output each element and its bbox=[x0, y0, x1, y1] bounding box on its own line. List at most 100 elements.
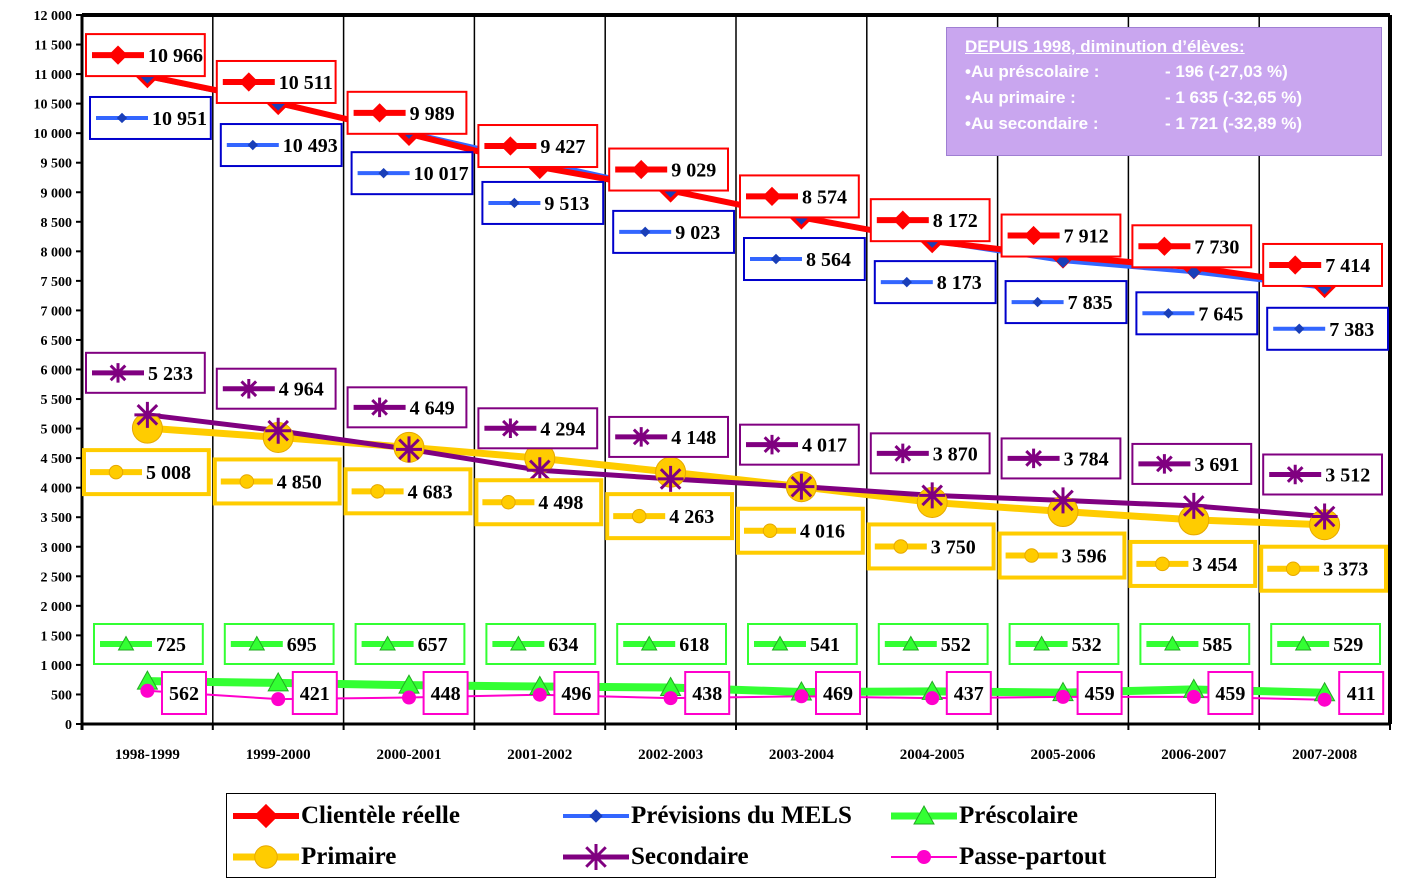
note-value: - 1 635 (-32,65 %) bbox=[1165, 88, 1303, 107]
data-label: 9 023 bbox=[675, 222, 720, 244]
data-label: 469 bbox=[823, 683, 853, 705]
data-point bbox=[396, 436, 422, 463]
series-line bbox=[147, 412, 1325, 519]
note-value: - 1 721 (-32,89 %) bbox=[1165, 114, 1303, 133]
data-label-box: 9 023 bbox=[612, 209, 736, 254]
data-point bbox=[1311, 503, 1338, 530]
y-tick-label: 8 500 bbox=[41, 216, 73, 231]
x-tick-label: 1999-2000 bbox=[246, 747, 311, 763]
data-label: 9 427 bbox=[540, 136, 585, 158]
data-label-box: 4 263 bbox=[605, 492, 735, 541]
y-tick-label: 9 000 bbox=[41, 186, 73, 201]
data-label-box: 9 029 bbox=[608, 147, 730, 192]
data-point bbox=[1180, 492, 1207, 519]
legend-label: Préscolaire bbox=[959, 802, 1078, 829]
data-point bbox=[1056, 254, 1070, 268]
data-point bbox=[919, 482, 946, 509]
data-label-box: 7 912 bbox=[1000, 213, 1122, 258]
data-point bbox=[134, 401, 161, 428]
data-label: 438 bbox=[692, 683, 722, 705]
data-label: 4 850 bbox=[277, 471, 322, 493]
data-point bbox=[402, 690, 416, 705]
data-label-box: 459 bbox=[1076, 671, 1123, 715]
legend-item-primaire: Primaire bbox=[231, 839, 396, 875]
data-label-box: 3 512 bbox=[1262, 453, 1383, 496]
data-label: 10 017 bbox=[414, 163, 469, 185]
data-label: 421 bbox=[300, 683, 330, 705]
data-label-box: 695 bbox=[223, 623, 335, 665]
data-point bbox=[1056, 689, 1070, 704]
data-label-box: 4 649 bbox=[346, 386, 468, 429]
data-label-box: 459 bbox=[1207, 671, 1254, 715]
data-label: 585 bbox=[1202, 634, 1232, 656]
y-tick-label: 5 500 bbox=[41, 393, 73, 408]
data-point bbox=[788, 473, 815, 500]
legend-swatch bbox=[891, 804, 957, 825]
note-label: •Au préscolaire : bbox=[965, 62, 1100, 81]
y-tick-label: 5 000 bbox=[41, 423, 73, 438]
data-point bbox=[1187, 265, 1201, 280]
data-label-box: 7 645 bbox=[1135, 291, 1259, 336]
data-label: 10 511 bbox=[279, 72, 333, 94]
note-value: - 196 (-27,03 %) bbox=[1165, 62, 1288, 81]
data-label: 4 016 bbox=[800, 521, 845, 543]
data-label: 552 bbox=[941, 634, 971, 656]
data-label: 5 233 bbox=[148, 363, 193, 385]
data-label-box: 8 574 bbox=[739, 174, 860, 219]
data-label-box: 8 564 bbox=[743, 237, 866, 282]
data-label-box: 438 bbox=[684, 671, 731, 715]
data-label-box: 7 835 bbox=[1004, 280, 1128, 325]
y-tick-label: 1 500 bbox=[41, 629, 73, 644]
data-point bbox=[1317, 692, 1332, 707]
data-label: 3 373 bbox=[1323, 559, 1368, 581]
data-label-box: 3 454 bbox=[1128, 539, 1258, 588]
y-axis: 0 500 1 000 1 500 2 000 2 500 3 000 3 500 4 000 4… bbox=[34, 9, 84, 733]
data-label-box: 8 172 bbox=[869, 198, 991, 243]
y-tick-label: 3 500 bbox=[41, 511, 73, 526]
y-tick-label: 11 000 bbox=[34, 68, 72, 83]
data-label: 3 750 bbox=[931, 536, 976, 558]
data-label: 634 bbox=[548, 634, 578, 656]
data-label-box: 10 951 bbox=[89, 95, 212, 140]
y-tick-label: 4 000 bbox=[41, 482, 73, 497]
data-point bbox=[140, 683, 155, 698]
legend-item-clientele-reelle: Clientèle réelle bbox=[231, 798, 460, 834]
data-label: 3 454 bbox=[1192, 554, 1237, 576]
y-tick-label: 7 000 bbox=[41, 304, 73, 319]
data-label: 9 513 bbox=[544, 193, 589, 215]
legend-item-passe-partout: Passe-partout bbox=[889, 839, 1106, 875]
data-point bbox=[794, 689, 809, 704]
legend-swatch bbox=[233, 845, 299, 869]
y-tick-label: 0 bbox=[65, 718, 72, 733]
data-label-box: 552 bbox=[877, 623, 989, 665]
data-label: 8 574 bbox=[802, 186, 847, 208]
data-label: 10 966 bbox=[148, 45, 203, 67]
data-label: 7 912 bbox=[1064, 226, 1109, 248]
data-label: 562 bbox=[169, 683, 199, 705]
data-label-box: 10 966 bbox=[85, 33, 206, 78]
legend-item-previsions-mels: Prévisions du MELS bbox=[561, 798, 852, 834]
y-tick-label: 2 500 bbox=[41, 570, 73, 585]
data-label-box: 8 173 bbox=[873, 260, 997, 305]
data-label: 496 bbox=[561, 683, 591, 705]
data-label-box: 411 bbox=[1338, 671, 1385, 715]
data-label: 657 bbox=[418, 634, 448, 656]
data-label: 8 172 bbox=[933, 210, 978, 232]
data-label-box: 725 bbox=[93, 623, 204, 665]
data-label: 4 649 bbox=[410, 397, 455, 419]
plot-frame bbox=[82, 13, 1392, 724]
x-tick-label: 2001-2002 bbox=[507, 747, 572, 763]
data-label-box: 4 016 bbox=[736, 506, 865, 555]
x-tick-label: 2002-2003 bbox=[638, 747, 703, 763]
y-tick-label: 6 000 bbox=[41, 364, 73, 379]
y-tick-label: 9 500 bbox=[41, 157, 73, 172]
data-label-box: 4 148 bbox=[608, 415, 730, 458]
data-label: 10 493 bbox=[283, 135, 338, 157]
data-label-box: 657 bbox=[354, 623, 466, 665]
legend-label: Prévisions du MELS bbox=[631, 802, 852, 829]
data-label: 695 bbox=[287, 634, 317, 656]
data-label-box: 585 bbox=[1139, 623, 1251, 665]
data-label-box: 618 bbox=[616, 623, 728, 665]
series-line bbox=[147, 689, 1325, 701]
